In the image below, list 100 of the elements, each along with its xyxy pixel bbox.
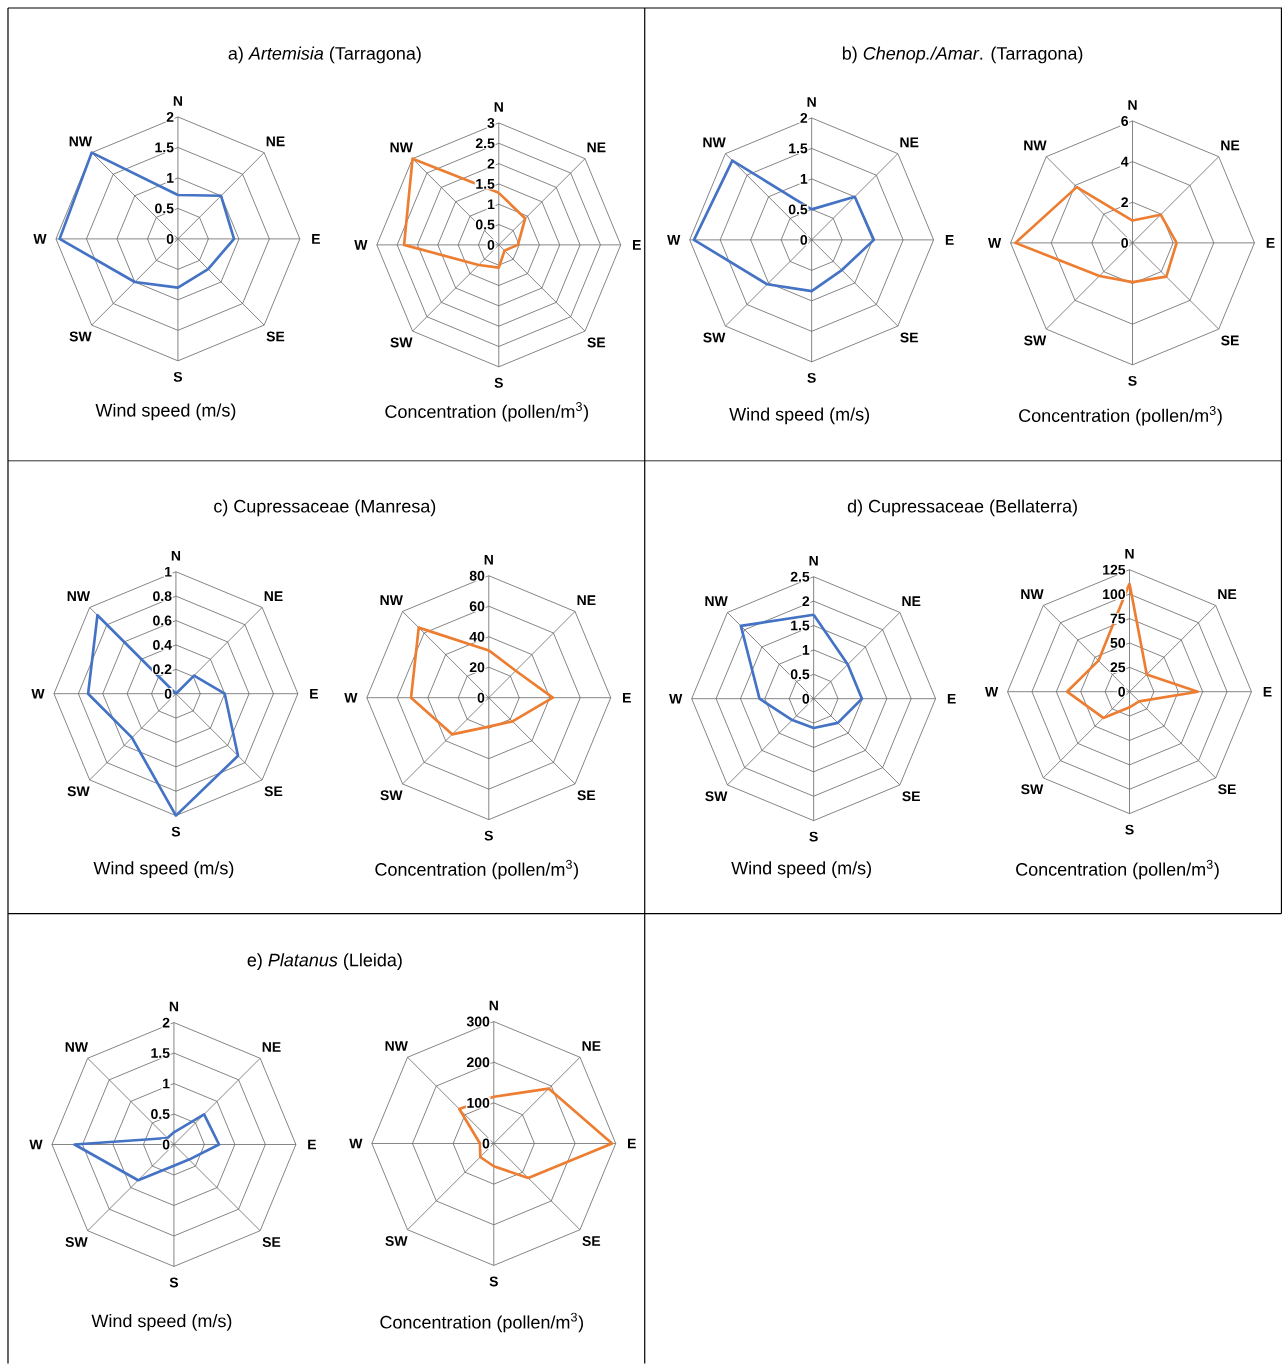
spoke-label: N xyxy=(1128,100,1137,110)
y-tick-label: 0.8 xyxy=(152,591,172,602)
text: Concentration (pollen/m$^{3}$) xyxy=(385,402,588,422)
spoke-label: N xyxy=(1125,548,1134,559)
spoke-label: NE xyxy=(262,1042,281,1052)
y-tick-label: 2 xyxy=(487,158,495,169)
spoke-label: S xyxy=(809,831,818,842)
text: Concentration (pollen/m$^{3}$) xyxy=(1018,406,1222,426)
spoke-label: SW xyxy=(65,1237,88,1247)
spoke-label: SE xyxy=(266,331,285,342)
y-tick-label: 4 xyxy=(1120,156,1129,167)
spoke-label: N xyxy=(809,555,818,566)
spoke-label: NW xyxy=(390,142,413,153)
y-tick-label: 0.5 xyxy=(150,1109,170,1119)
y-tick-label: 1 xyxy=(164,566,172,577)
text: Wind speed (m/s) xyxy=(731,861,871,879)
y-tick-label: 200 xyxy=(466,1057,490,1068)
y-tick-label: 80 xyxy=(469,570,485,581)
y-tick-label: 100 xyxy=(467,1097,490,1108)
spoke-label: NE xyxy=(1221,140,1239,151)
y-tick-label: 2.5 xyxy=(475,138,495,149)
spoke-label: N xyxy=(169,1001,178,1012)
text: Concentration (pollen/m$^{3}$) xyxy=(375,859,578,880)
y-tick-label: 2.5 xyxy=(790,571,810,582)
chart-title: b) Chenop./Amar. (Tarragona) xyxy=(842,46,1083,64)
spoke-label: W xyxy=(984,686,998,697)
spoke-label: S xyxy=(807,372,816,383)
spoke-label: SW xyxy=(390,337,413,348)
spoke-label: SE xyxy=(582,1236,600,1246)
y-tick-label: 1.5 xyxy=(155,142,174,153)
spoke-label: N xyxy=(484,554,493,565)
y-tick-label: 60 xyxy=(469,601,485,612)
y-tick-label: 0 xyxy=(487,239,495,250)
spoke-label: N xyxy=(494,102,503,112)
text: Wind speed (m/s) xyxy=(729,407,869,425)
y-tick-label: 40 xyxy=(469,631,485,642)
y-tick-label: 300 xyxy=(466,1016,490,1027)
spoke-label: S xyxy=(484,830,493,841)
spoke-label: W xyxy=(666,235,681,245)
spoke-label: S xyxy=(173,371,182,382)
spoke-label: W xyxy=(29,1139,43,1150)
spoke-label: E xyxy=(632,240,641,250)
spoke-label: NE xyxy=(577,595,596,605)
spoke-label: SW xyxy=(67,786,90,797)
y-tick-label: 0 xyxy=(164,688,172,699)
spoke-label: E xyxy=(1266,238,1275,248)
spoke-label: NE xyxy=(900,137,919,148)
spoke-label: SE xyxy=(577,790,595,801)
chart-title: a) Artemisia (Tarragona) xyxy=(228,46,421,64)
spoke-label: NW xyxy=(1021,589,1044,599)
y-tick-label: 0 xyxy=(1118,686,1125,697)
spoke-label: SW xyxy=(69,331,92,342)
y-tick-label: 0.6 xyxy=(152,615,172,626)
y-tick-label: 0.5 xyxy=(154,203,174,214)
y-tick-label: 0.5 xyxy=(790,669,810,680)
spoke-label: N xyxy=(171,550,180,561)
spoke-label: E xyxy=(945,235,954,245)
spoke-label: W xyxy=(349,1138,363,1149)
spoke-label: NE xyxy=(587,142,606,153)
spoke-label: S xyxy=(169,1277,178,1288)
chart-title: e) Platanus (Lleida) xyxy=(247,953,402,970)
y-tick-label: 2 xyxy=(162,1017,170,1028)
spoke-label: SW xyxy=(1023,335,1047,346)
spoke-label: N xyxy=(173,96,182,106)
y-tick-label: 75 xyxy=(1110,613,1125,624)
spoke-label: SW xyxy=(385,1236,408,1246)
y-tick-label: 1 xyxy=(166,173,174,183)
y-tick-label: 0 xyxy=(800,234,807,245)
y-tick-label: 20 xyxy=(469,662,485,673)
spoke-label: SW xyxy=(705,791,728,802)
spoke-label: E xyxy=(627,1138,636,1149)
spoke-label: SW xyxy=(703,332,726,343)
y-tick-label: 1.5 xyxy=(476,179,495,189)
spoke-label: W xyxy=(354,240,368,250)
spoke-label: W xyxy=(33,234,47,244)
y-tick-label: 0.4 xyxy=(152,639,172,650)
spoke-label: S xyxy=(1128,375,1137,386)
y-tick-label: 50 xyxy=(1110,637,1125,648)
spoke-label: W xyxy=(987,238,1001,248)
spoke-label: E xyxy=(311,234,320,244)
spoke-label: W xyxy=(668,693,683,704)
y-tick-label: 2 xyxy=(1121,197,1128,208)
y-tick-label: 0.2 xyxy=(152,664,172,675)
y-tick-label: 125 xyxy=(1102,564,1125,575)
spoke-label: SE xyxy=(587,337,605,348)
spoke-label: NW xyxy=(380,595,403,605)
chart-title: d) Cupressaceae (Bellaterra) xyxy=(847,499,1077,517)
spoke-label: S xyxy=(171,826,180,837)
y-tick-label: 2 xyxy=(802,596,809,607)
y-tick-label: 2 xyxy=(800,113,807,123)
y-tick-label: 1 xyxy=(487,199,495,210)
y-tick-label: 25 xyxy=(1110,662,1125,673)
spoke-label: NW xyxy=(385,1041,408,1051)
spoke-label: SE xyxy=(1217,784,1236,795)
spoke-label: S xyxy=(494,377,503,388)
spoke-label: E xyxy=(622,692,631,703)
y-tick-label: 0.5 xyxy=(788,204,808,215)
spoke-label: NW xyxy=(1024,140,1047,151)
spoke-label: N xyxy=(807,97,816,107)
y-tick-label: 1.5 xyxy=(790,620,810,631)
